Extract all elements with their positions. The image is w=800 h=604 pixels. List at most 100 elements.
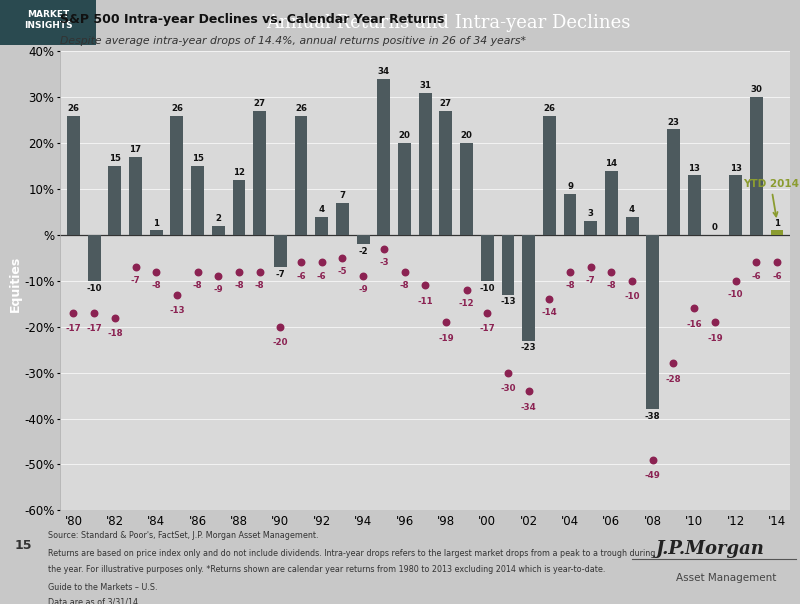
Point <box>564 267 577 277</box>
Text: 14: 14 <box>606 159 618 168</box>
Text: the year. For illustrative purposes only. *Returns shown are calendar year retur: the year. For illustrative purposes only… <box>48 565 606 574</box>
Text: Equities: Equities <box>9 255 22 312</box>
Text: -8: -8 <box>255 281 265 290</box>
Bar <box>646 235 659 410</box>
Point <box>667 359 680 368</box>
Bar <box>398 143 411 235</box>
Text: MARKET
INSIGHTS: MARKET INSIGHTS <box>24 10 72 30</box>
Bar <box>191 166 204 235</box>
Point <box>626 276 638 286</box>
Bar <box>67 115 80 235</box>
Bar <box>212 226 225 235</box>
Bar <box>667 129 680 235</box>
Bar <box>294 115 307 235</box>
Text: 31: 31 <box>419 81 431 90</box>
Point <box>336 253 349 263</box>
Text: -6: -6 <box>296 272 306 281</box>
Point <box>439 317 452 327</box>
Text: Returns are based on price index only and do not include dividends. Intra-year d: Returns are based on price index only an… <box>48 548 655 557</box>
Text: 17: 17 <box>130 145 142 154</box>
Text: -19: -19 <box>707 333 722 342</box>
Bar <box>88 235 101 281</box>
Text: 9: 9 <box>567 182 573 191</box>
Bar <box>378 79 390 235</box>
Text: -3: -3 <box>379 258 389 267</box>
Point <box>770 258 783 268</box>
Text: 34: 34 <box>378 67 390 76</box>
Text: 27: 27 <box>254 99 266 108</box>
Point <box>212 271 225 281</box>
Text: -8: -8 <box>151 281 161 290</box>
Text: -6: -6 <box>772 272 782 281</box>
Text: -10: -10 <box>624 292 640 301</box>
Text: 13: 13 <box>688 164 700 173</box>
Point <box>502 368 514 378</box>
Point <box>191 267 204 277</box>
Text: 26: 26 <box>295 104 307 113</box>
Text: -6: -6 <box>317 272 326 281</box>
Text: 12: 12 <box>233 168 245 177</box>
Text: -7: -7 <box>275 270 286 279</box>
Text: 20: 20 <box>398 132 410 140</box>
Text: 27: 27 <box>440 99 452 108</box>
Text: -11: -11 <box>418 297 433 306</box>
Bar <box>460 143 473 235</box>
Bar <box>605 171 618 235</box>
Text: -30: -30 <box>500 384 516 393</box>
Text: 2: 2 <box>215 214 222 223</box>
Text: Asset Management: Asset Management <box>676 573 776 583</box>
Point <box>129 262 142 272</box>
Point <box>688 304 701 313</box>
Text: Annual Returns and Intra-year Declines: Annual Returns and Intra-year Declines <box>266 14 630 31</box>
Text: -8: -8 <box>566 281 575 290</box>
Text: 4: 4 <box>629 205 635 214</box>
Text: -13: -13 <box>500 297 516 306</box>
Bar <box>170 115 183 235</box>
Bar <box>750 97 762 235</box>
Bar <box>522 235 535 341</box>
Bar <box>729 175 742 235</box>
Text: -7: -7 <box>130 276 140 285</box>
Point <box>378 244 390 254</box>
Point <box>543 294 556 304</box>
Bar <box>336 203 349 235</box>
Text: 23: 23 <box>667 118 679 127</box>
Point <box>294 258 307 268</box>
Bar <box>357 235 370 244</box>
Point <box>254 267 266 277</box>
Text: -23: -23 <box>521 343 537 352</box>
Text: -18: -18 <box>107 329 122 338</box>
Bar <box>688 175 701 235</box>
Text: Source: Standard & Poor's, FactSet, J.P. Morgan Asset Management.: Source: Standard & Poor's, FactSet, J.P.… <box>48 530 318 539</box>
Text: -49: -49 <box>645 471 661 480</box>
Point <box>709 317 722 327</box>
Text: 1: 1 <box>774 219 780 228</box>
Text: 4: 4 <box>318 205 325 214</box>
Text: Despite average intra-year drops of 14.4%, annual returns positive in 26 of 34 y: Despite average intra-year drops of 14.4… <box>60 36 526 46</box>
Bar <box>584 221 597 235</box>
Text: 15: 15 <box>14 539 32 552</box>
Bar <box>233 180 246 235</box>
Bar <box>564 194 577 235</box>
Bar <box>502 235 514 295</box>
Point <box>88 308 101 318</box>
Text: -9: -9 <box>214 286 223 295</box>
Point <box>605 267 618 277</box>
Text: -9: -9 <box>358 286 368 295</box>
Text: 20: 20 <box>461 132 473 140</box>
Text: -16: -16 <box>686 320 702 329</box>
Point <box>729 276 742 286</box>
Point <box>357 271 370 281</box>
Text: -13: -13 <box>169 306 185 315</box>
Point <box>233 267 246 277</box>
Text: -10: -10 <box>479 284 495 292</box>
Text: 26: 26 <box>171 104 183 113</box>
Bar <box>418 92 432 235</box>
Text: -6: -6 <box>751 272 761 281</box>
Point <box>522 386 535 396</box>
Point <box>584 262 597 272</box>
Bar <box>254 111 266 235</box>
Text: -38: -38 <box>645 412 661 421</box>
Text: -34: -34 <box>521 402 537 411</box>
Text: -10: -10 <box>728 290 743 299</box>
